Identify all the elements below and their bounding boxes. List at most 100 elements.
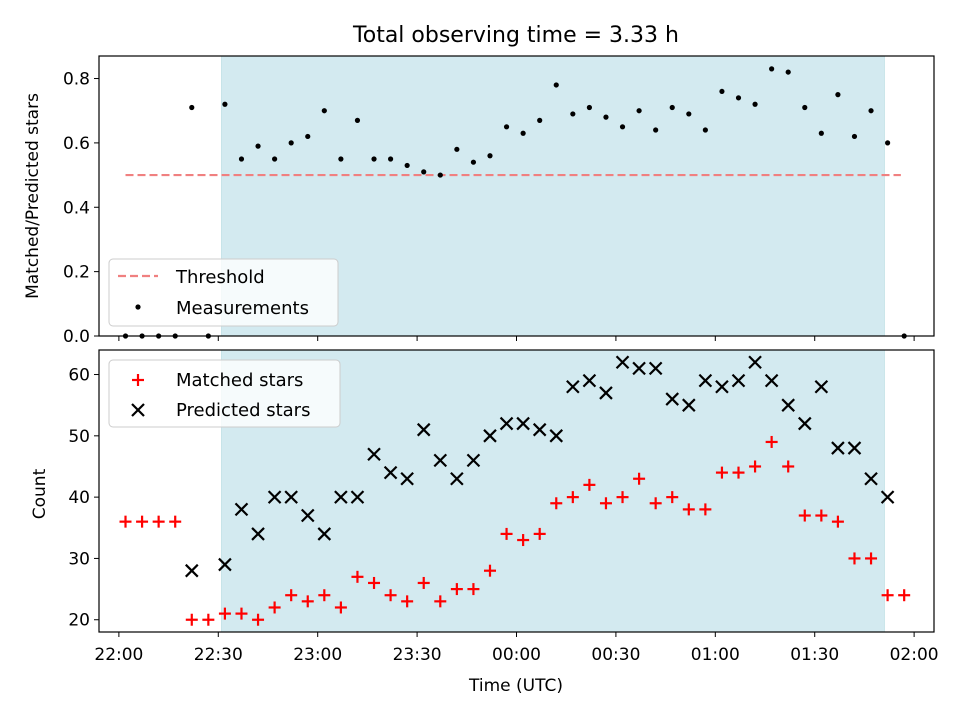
top-y-tick-label: 0.4 [63,198,90,218]
predicted-stars-point [715,380,729,394]
top-marks [122,66,907,339]
measurement-point [255,143,261,149]
measurement-point [222,101,228,107]
matched-stars-point [633,472,646,485]
measurement-point [189,104,195,111]
matched-stars-point [749,460,762,473]
predicted-stars-point [516,416,530,431]
bottom-y-tick-label: 30 [68,549,90,569]
measurement-point [371,156,377,162]
predicted-stars-point [648,361,663,376]
measurement-point [851,133,858,140]
matched-stars-point [235,607,248,620]
matched-stars-point [351,570,364,583]
matched-stars-point [368,576,381,589]
top-y-ticks: 0.0 0.2 0.4 0.6 0.8 [63,70,99,347]
measurement-point [868,108,874,114]
predicted-stars-point [797,416,812,431]
matched-stars-point [865,552,878,565]
matched-stars-point [798,509,811,522]
measurement-point [570,111,576,117]
predicted-stars-point [532,422,547,437]
x-tick-label: 00:30 [591,645,640,665]
matched-stars-point [881,589,894,602]
bottom-y-tick-label: 20 [68,611,90,631]
matched-stars-point [401,595,414,608]
measurement-point [769,66,775,72]
x-tick-label: 02:00 [890,645,939,665]
legend-predicted-swatch [131,403,145,417]
predicted-stars-point [615,355,630,370]
legend-predicted-label: Predicted stars [176,400,310,421]
measurement-point [818,130,824,136]
measurement-point [719,88,725,95]
x-tick-label: 23:00 [293,645,342,665]
matched-stars-point [434,595,447,608]
matched-stars-point [119,515,132,528]
bottom-y-axis-label: Count [30,468,50,519]
predicted-stars-point [599,386,613,400]
measurement-point [603,114,609,120]
matched-stars-point [699,503,712,516]
top-y-tick-label: 0.2 [63,263,90,283]
matched-stars-point [831,515,844,528]
measurement-point [785,69,791,75]
measurement-point [238,156,245,162]
matched-stars-point [152,515,165,528]
matched-stars-point [252,613,265,626]
predicted-stars-point [466,453,481,468]
measurement-point [305,133,311,140]
measurement-point [421,169,427,175]
predicted-stars-point [632,361,646,376]
matched-stars-point [583,478,596,491]
matched-stars-point [732,466,745,479]
x-tick-label: 23:30 [393,645,442,665]
legend-matched-label: Matched stars [176,370,303,391]
measurement-point [586,104,592,111]
measurement-point [653,127,659,133]
measurement-point [752,101,758,107]
predicted-stars-point [367,447,381,461]
matched-stars-point [334,601,347,614]
predicted-stars-point [234,502,249,517]
predicted-stars-point [665,392,680,406]
x-tick-label: 01:30 [790,645,839,665]
predicted-stars-point [764,373,779,388]
measurement-point [321,108,327,114]
matched-stars-point [517,534,530,547]
predicted-stars-point [218,557,232,572]
predicted-stars-point [847,441,862,455]
measurement-point [553,82,559,88]
bottom-y-tick-label: 40 [68,488,90,508]
predicted-stars-point [251,527,265,541]
predicted-stars-point [383,465,398,480]
chart-title: Total observing time = 3.33 h [352,23,679,48]
measurement-point [272,156,278,162]
predicted-stars-point [300,508,315,523]
matched-stars-point [898,589,911,602]
matched-stars-point [483,564,496,577]
legend-matched-swatch [132,374,144,386]
measurement-point [885,140,891,146]
measurement-point [636,108,642,114]
measurement-point [835,92,841,98]
top-panel: 0.0 0.2 0.4 0.6 0.8 Total observing time = 3… [23,23,935,347]
predicted-stars-point [549,429,564,443]
matched-stars-point [550,497,563,510]
matched-stars-point [169,515,182,528]
measurement-point [288,140,294,146]
predicted-stars-point [284,490,298,504]
x-tick-label: 00:00 [492,645,541,665]
measurement-point [487,153,493,159]
matched-stars-point [566,491,579,504]
bottom-y-tick-label: 50 [68,427,90,447]
matched-stars-point [218,607,231,620]
predicted-stars-point [682,398,696,412]
measurement-point [686,111,692,117]
measurement-point [404,162,410,169]
predicted-stars-point [781,398,795,412]
top-y-tick-label: 0.6 [63,134,90,154]
matched-stars-point [666,491,679,504]
matched-stars-point [616,491,629,504]
top-legend: Threshold Measurements [108,258,339,327]
